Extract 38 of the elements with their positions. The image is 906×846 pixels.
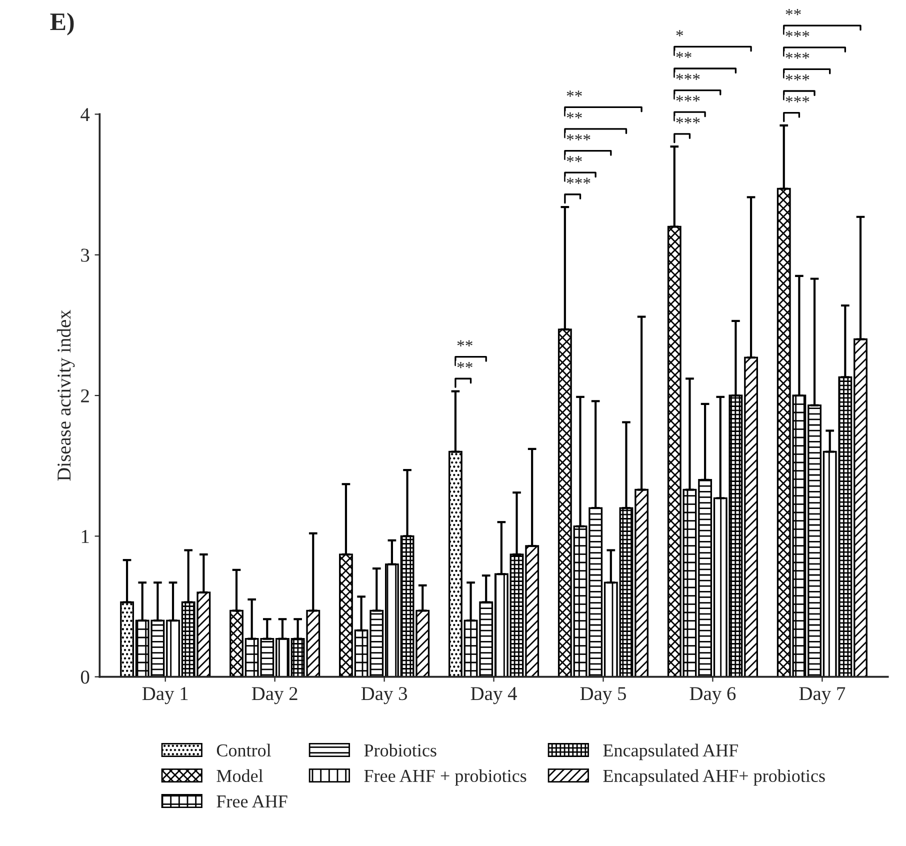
text: ***	[786, 96, 810, 102]
legend-label: Free AHF + probiotics	[364, 769, 526, 786]
x-tick-label: Day 7	[799, 687, 846, 704]
text: **	[676, 52, 692, 58]
text: ***	[786, 74, 810, 81]
x-tick-label: Day 4	[470, 687, 517, 704]
x-tick-label: Day 5	[580, 687, 626, 704]
legend-label: Model	[216, 769, 263, 782]
y-tick-label: 2	[81, 389, 89, 402]
annotation: **	[566, 112, 582, 119]
x-tick-label: Day 1	[142, 687, 188, 704]
legend-label: Free AHF	[216, 795, 288, 808]
y-tick-label: 1	[82, 530, 89, 543]
legend-label: Encapsulated AHF+ probiotics	[603, 769, 825, 786]
y-tick-label: 4	[80, 108, 90, 121]
chart-title: E)	[50, 12, 74, 36]
text: ***	[786, 30, 810, 37]
annotation: ***	[566, 134, 590, 140]
y-tick-label: 0	[80, 670, 90, 684]
legend-label: Control	[216, 744, 271, 756]
y-axis-title: Disease activity index	[56, 310, 75, 481]
x-tick-label: Day 6	[690, 687, 736, 704]
text: ***	[786, 52, 810, 59]
y-tick-label: 3	[81, 248, 90, 262]
text: **	[566, 90, 582, 97]
legend-label: Encapsulated AHF	[603, 744, 738, 760]
text: **	[786, 9, 801, 16]
x-tick-label: Day 2	[252, 687, 298, 704]
annotation: **	[566, 156, 582, 162]
annotation: ***	[676, 117, 700, 124]
text: *	[676, 30, 684, 36]
x-tick-label: Day 3	[361, 687, 408, 704]
annotation: **	[457, 362, 472, 368]
legend-label: Probiotics	[364, 744, 436, 756]
annotation: **	[457, 340, 472, 346]
text: ***	[676, 96, 700, 102]
annotation: ***	[566, 178, 590, 184]
text: ***	[676, 74, 700, 80]
